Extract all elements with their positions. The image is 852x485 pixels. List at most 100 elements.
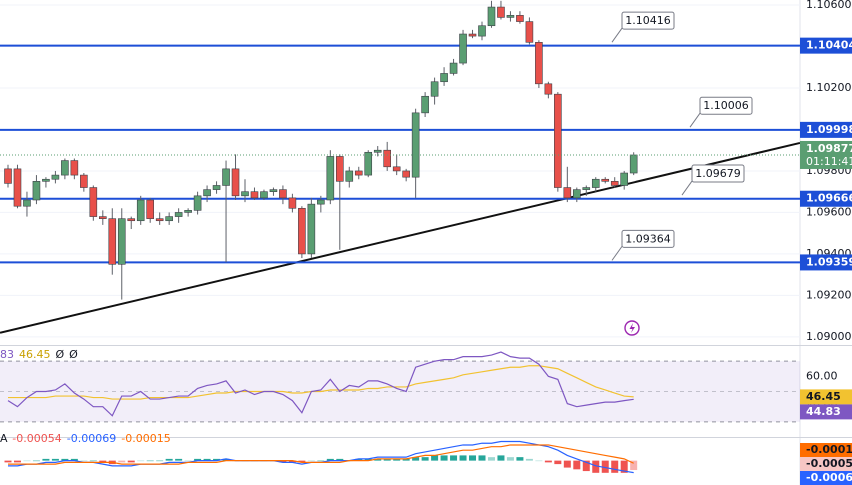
macd-histogram-bar: [601, 460, 609, 473]
candle-body: [487, 6, 496, 27]
candle-body: [165, 216, 173, 222]
candle-body: [42, 178, 50, 182]
macd-histogram-bar: [51, 458, 59, 461]
alert-icon[interactable]: [624, 320, 640, 336]
macd-histogram-bar: [80, 460, 88, 462]
macd-legend-value: A: [0, 432, 8, 445]
level-price-label: 1.09666: [806, 192, 852, 205]
macd-histogram-bar: [393, 458, 401, 461]
rsi-ma-line: [8, 365, 634, 400]
macd-histogram-bar: [61, 458, 69, 461]
callout-box: [699, 96, 753, 115]
macd-histogram-bar: [13, 460, 21, 463]
callout-pointer: [611, 27, 623, 43]
macd-histogram-bar: [279, 460, 287, 463]
y-tick-label: 1.09200: [806, 288, 852, 301]
candle-body: [478, 25, 486, 37]
candle-body: [610, 181, 619, 186]
callout-label: 1.10006: [703, 99, 749, 112]
macd-histogram-bar: [326, 458, 334, 461]
macd-histogram-bar: [184, 460, 192, 462]
macd-histogram-bar: [89, 460, 97, 462]
macd-histogram-bar: [288, 460, 296, 463]
candle-body: [212, 185, 221, 190]
level-price-label-bg: [800, 37, 852, 54]
rsi-value-label-bg: [800, 389, 852, 405]
candle-body: [241, 191, 249, 197]
current-price-label-countdown: 01:11:41: [806, 155, 852, 168]
rsi-legend-value: Ø: [69, 348, 78, 361]
candle-body: [364, 151, 373, 176]
rsi-legend-value: 46.45: [19, 348, 51, 361]
macd-legend: A -0.00054 -0.00069 -0.00015: [0, 432, 171, 445]
macd-value-label: -0.00069: [806, 471, 852, 484]
macd-histogram-bar: [194, 458, 202, 461]
rsi-legend-value: Ø: [56, 348, 65, 361]
macd-histogram-bar: [383, 458, 391, 461]
candle-body: [402, 170, 410, 178]
candle-body: [89, 187, 98, 217]
signal-line: [8, 444, 634, 465]
candle-body: [468, 33, 477, 37]
level-price-label-bg: [800, 190, 852, 207]
macd-histogram-bar: [497, 455, 505, 461]
rsi-value-label-bg: [800, 404, 852, 420]
macd-histogram-bar: [592, 460, 600, 473]
callout-label: 1.09679: [695, 167, 741, 180]
macd-histogram-bar: [459, 455, 467, 461]
candle-body: [449, 62, 458, 74]
candle-body: [146, 199, 154, 219]
candle-body: [174, 212, 183, 217]
candle-body: [383, 149, 392, 168]
level-price-label: 1.09359: [806, 255, 852, 268]
macd-histogram-bar: [573, 460, 581, 470]
macd-histogram-bar: [611, 460, 619, 473]
candle-body: [80, 174, 88, 188]
trendline: [0, 141, 801, 334]
macd-histogram-bar: [506, 457, 514, 461]
macd-histogram-bar: [23, 460, 31, 462]
candle-body: [298, 207, 306, 255]
macd-histogram-bar: [127, 460, 135, 463]
candle-body: [4, 168, 12, 184]
callout-box: [621, 229, 675, 248]
candle-body: [155, 218, 164, 222]
candle-body: [525, 21, 534, 43]
macd-histogram-bar: [70, 458, 78, 461]
macd-histogram-bar: [336, 458, 344, 461]
macd-value-label-bg: [800, 471, 852, 485]
y-tick-label: 1.10200: [806, 81, 852, 94]
y-tick-label: 1.10600: [806, 0, 852, 11]
macd-histogram-bar: [4, 460, 12, 463]
macd-histogram-bar: [42, 458, 50, 461]
level-price-label-bg: [800, 121, 852, 138]
macd-histogram-bar: [544, 460, 552, 463]
candle-body: [440, 73, 448, 83]
candle-body: [563, 187, 572, 199]
signal-value-label-bg: [800, 443, 852, 457]
macd-histogram-bar: [478, 455, 486, 461]
candle-body: [203, 189, 211, 197]
candle-body: [193, 195, 202, 211]
candle-body: [516, 15, 524, 22]
macd-histogram-bar: [165, 458, 173, 461]
candle-body: [544, 83, 553, 95]
macd-histogram-bar: [421, 457, 429, 461]
alert-icon-bolt: [629, 323, 635, 333]
callout-box: [691, 164, 745, 183]
candle-body: [222, 168, 230, 186]
rsi-legend-value: 83: [0, 348, 14, 361]
macd-histogram-bar: [554, 460, 562, 465]
candle-body: [279, 189, 287, 199]
macd-histogram-bar: [298, 460, 306, 463]
callout-pointer: [681, 180, 693, 196]
macd-histogram-bar: [431, 455, 439, 461]
candle-body: [326, 156, 335, 201]
macd-histogram-bar: [317, 460, 325, 462]
candle-body: [459, 33, 467, 64]
macd-histogram-bar: [307, 460, 315, 462]
alert-icon-ring: [624, 320, 640, 336]
candle-body: [430, 81, 439, 97]
macd-histogram-bar: [525, 458, 533, 461]
rsi-value-label: 46.45: [806, 390, 841, 403]
